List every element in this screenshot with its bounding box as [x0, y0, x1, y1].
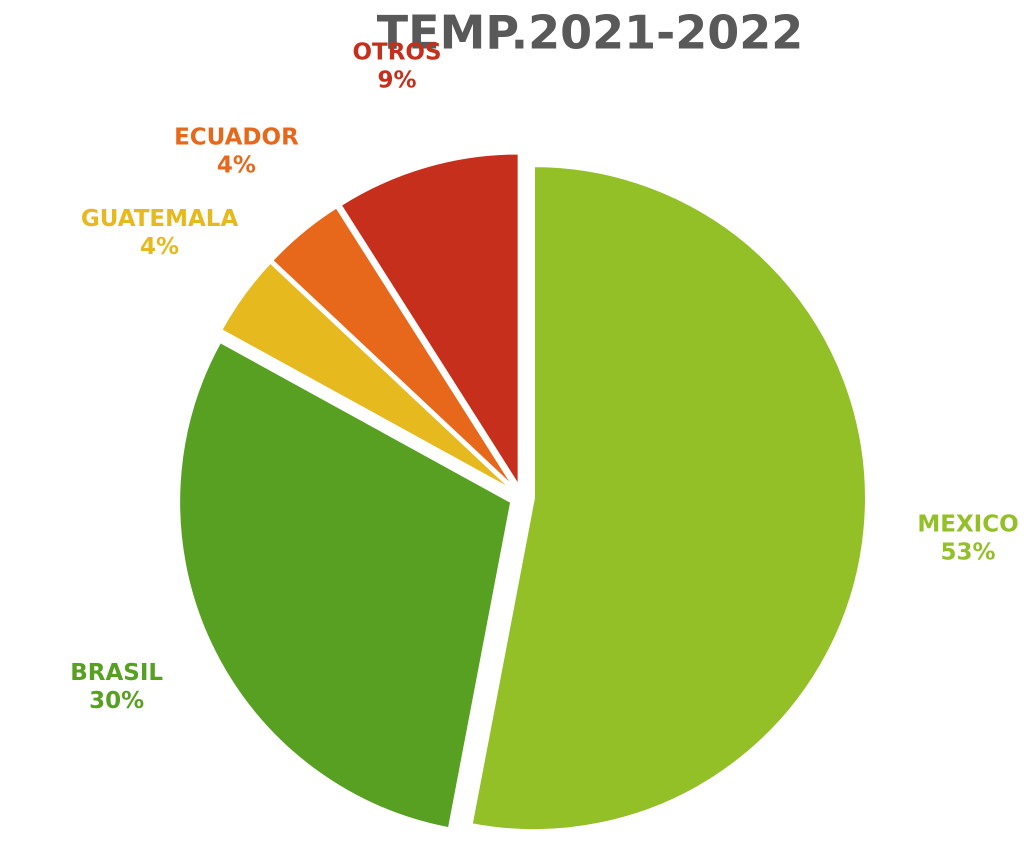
pie-slice — [219, 261, 513, 491]
slice-label: OTROS — [352, 39, 441, 65]
slice-label: BRASIL — [70, 660, 163, 686]
slice-label: MEXICO — [917, 512, 1018, 538]
slice-label: GUATEMALA — [81, 206, 239, 232]
slice-value-label: 9% — [377, 67, 416, 93]
slice-value-label: 4% — [140, 234, 179, 260]
slice-value-label: 30% — [89, 688, 144, 714]
pie-slice — [470, 165, 867, 832]
pie-slice — [270, 206, 516, 489]
pie-slice — [339, 152, 520, 489]
chart-title: TEMP.2021-2022 — [377, 6, 803, 60]
slice-value-label: 53% — [940, 540, 995, 566]
slice-label: ECUADOR — [174, 124, 299, 150]
slice-value-label: 4% — [217, 152, 256, 178]
pie-slice — [178, 340, 513, 830]
